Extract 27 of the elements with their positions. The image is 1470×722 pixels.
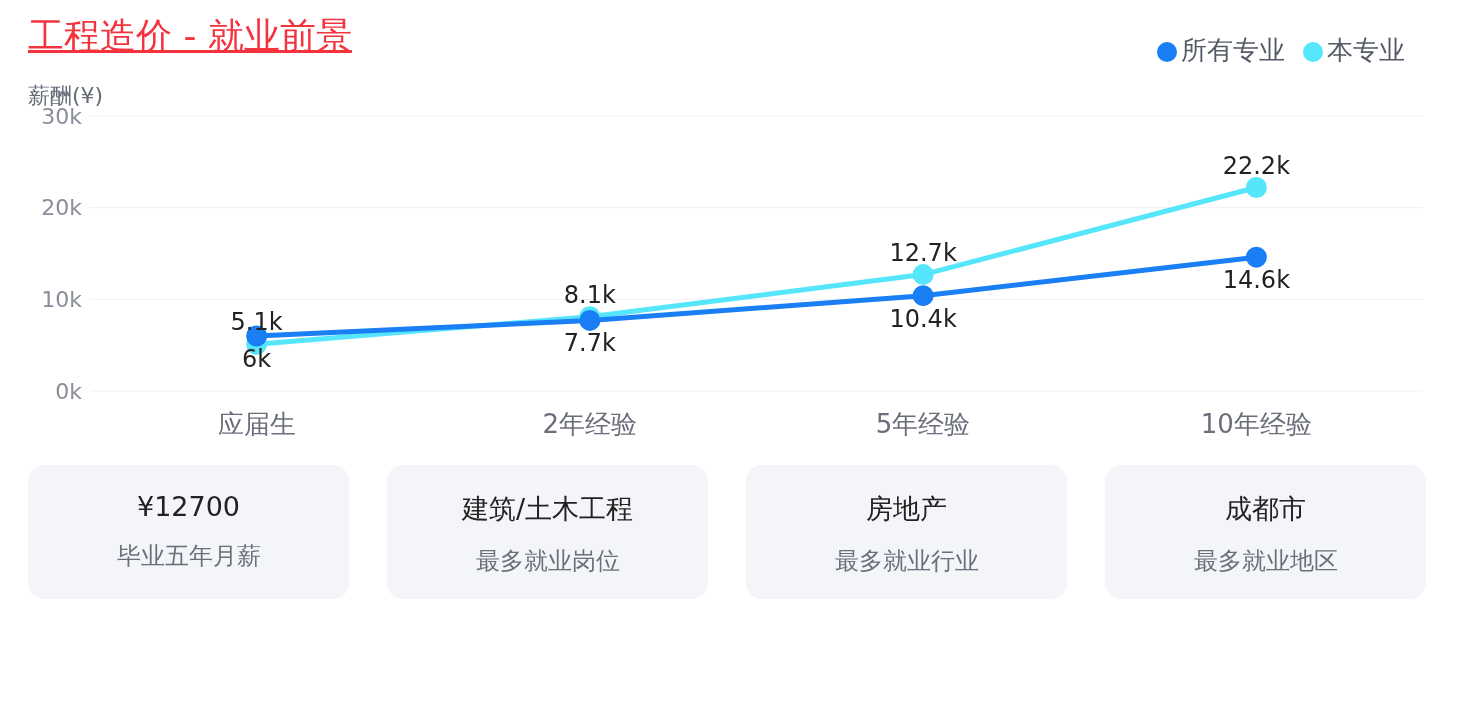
legend-label: 所有专业 [1181, 35, 1285, 65]
y-tick-label: 0k [55, 378, 83, 404]
text: ¥12700 [135, 491, 242, 522]
x-tick-label: 2年经验 [542, 409, 638, 440]
text: 最多就业地区 [1192, 546, 1339, 577]
y-tick-label: 20k [41, 195, 83, 221]
x-tick-label: 5年经验 [875, 409, 971, 440]
data-label: 6k [242, 345, 272, 374]
data-label: 14.6k [1222, 266, 1291, 295]
text: 建筑/土木工程 [460, 492, 635, 526]
legend-label: 本专业 [1327, 35, 1405, 65]
text: 毕业五年月薪 [115, 541, 262, 572]
data-label: 10.4k [889, 304, 957, 333]
text: 最多就业行业 [833, 546, 980, 577]
data-label: 8.1k [563, 280, 616, 309]
x-tick-label: 10年经验 [1200, 409, 1312, 440]
text: 成都市 [1224, 492, 1307, 526]
data-label: 7.7k [563, 329, 616, 358]
chart-title: 工程造价 - 就业前景 [28, 15, 352, 56]
y-axis-title: 薪酬(¥) [28, 82, 105, 108]
x-tick-label: 应届生 [217, 409, 296, 440]
data-label: 5.1k [230, 308, 283, 337]
text: 最多就业岗位 [474, 546, 621, 577]
text: 房地产 [865, 492, 948, 526]
data-label: 12.7k [889, 238, 957, 267]
y-tick-label: 10k [41, 287, 83, 313]
data-label: 22.2k [1222, 151, 1291, 180]
